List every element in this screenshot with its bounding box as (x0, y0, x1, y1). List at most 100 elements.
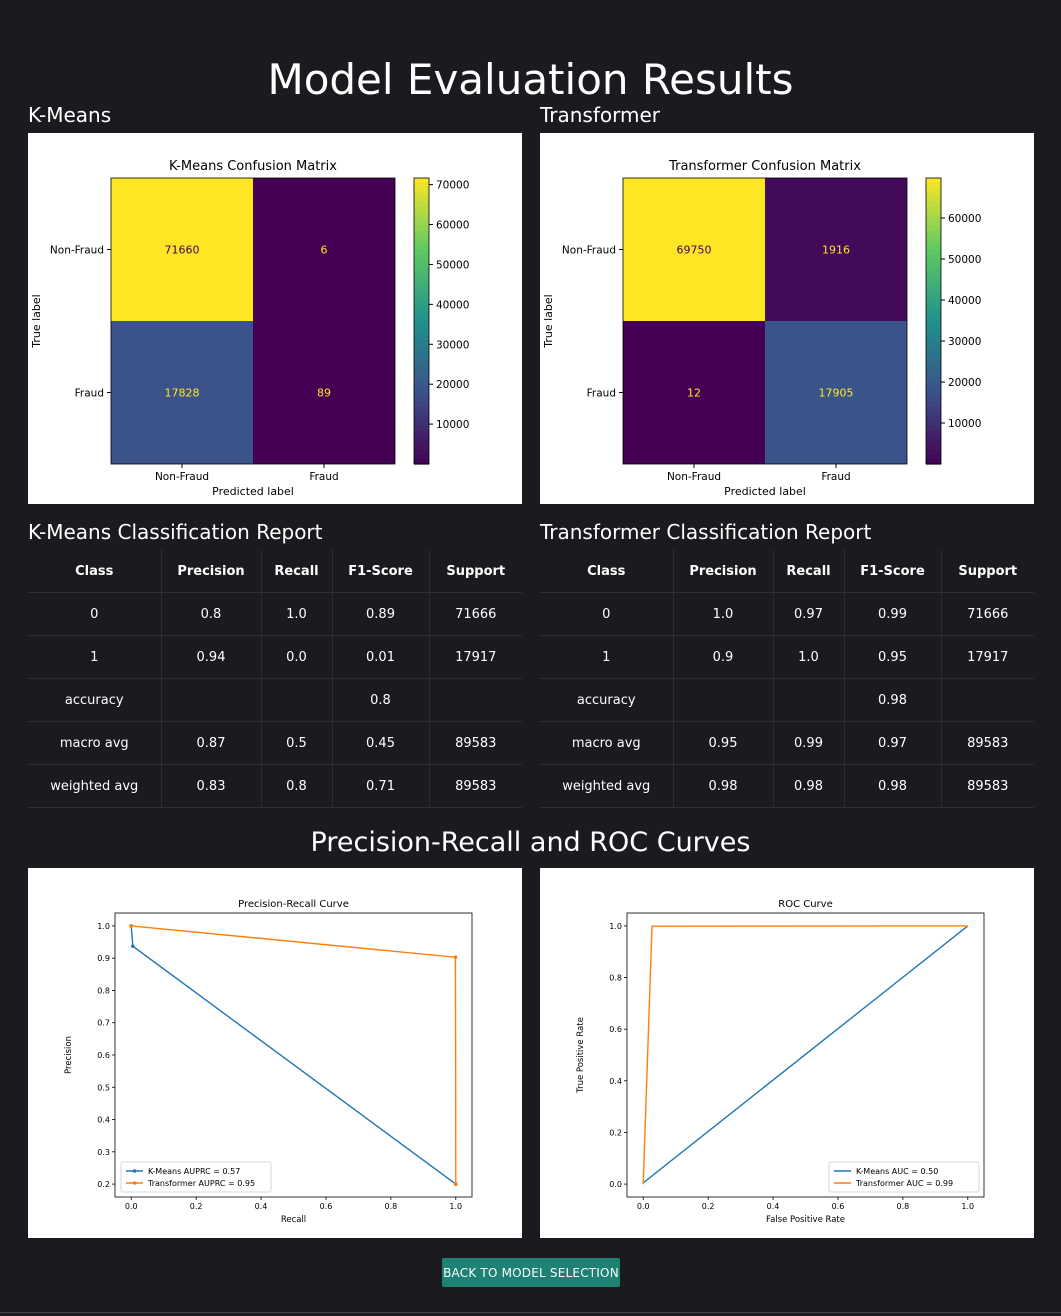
colorbar-segment (414, 430, 429, 436)
kmeans-confusion-matrix-panel: K-Means Confusion Matrix 71660 6 17828 89 Non… (28, 133, 522, 504)
table-cell: 0.9 (672, 635, 773, 679)
x-tick-label: 0.2 (702, 1202, 715, 1211)
table-cell: 0.95 (843, 635, 941, 679)
chart-title: Transformer Confusion Matrix (668, 159, 861, 174)
table-cell: 1 (540, 635, 673, 679)
table-cell: 0.01 (331, 635, 429, 679)
kmeans-curve (130, 925, 457, 1185)
colorbar-segment (926, 430, 941, 436)
x-tick-label: Fraud (821, 471, 850, 483)
colorbar-tick-label: 60000 (436, 220, 469, 232)
column-header-precision: Precision (160, 550, 261, 593)
colorbar-segment (414, 230, 429, 236)
table-cell: 0.8 (160, 592, 261, 636)
y-tick-label: 0.3 (97, 1148, 110, 1157)
colorbar-segment (926, 178, 941, 184)
colorbar-tick-label: 30000 (436, 339, 469, 351)
table-cell: 0.97 (772, 592, 844, 636)
table-cell: 89583 (940, 721, 1034, 765)
legend-label: K-Means AUPRC = 0.57 (148, 1167, 240, 1176)
table-row: 1 0.9 1.0 0.95 17917 (540, 635, 1034, 679)
table-cell: accuracy (540, 678, 673, 722)
colorbar-segment (926, 378, 941, 384)
table-cell: accuracy (28, 678, 161, 722)
roc-chart: ROC Curve 0.0 0.2 0.4 0.6 0.8 1.0 0.0 0.2 0.4 0.6 0… (576, 899, 985, 1225)
colorbar-segment (414, 273, 429, 279)
colorbar-frame (413, 177, 430, 465)
y-axis-label: True label (30, 294, 43, 348)
x-tick-label: 0.4 (255, 1202, 268, 1211)
colorbar-tick-label: 20000 (436, 379, 469, 391)
cell-value-label: 71660 (165, 244, 200, 257)
colorbar-segment (926, 449, 941, 456)
table-cell: 1.0 (672, 592, 773, 636)
matrix-cell (765, 178, 907, 321)
colorbar-segment (414, 373, 429, 379)
table-row: accuracy 0.8 (28, 678, 522, 722)
colorbar-segment (414, 325, 429, 332)
y-tick-label: 0.4 (97, 1116, 110, 1125)
x-tick-label: 0.4 (767, 1202, 780, 1211)
colorbar-segment (414, 201, 429, 208)
colorbar-segment (926, 387, 941, 394)
matrix-cell (111, 178, 253, 321)
cell-value-label: 6 (321, 244, 328, 257)
x-axis-label: False Positive Rate (766, 1215, 845, 1225)
colorbar-segment (926, 406, 941, 413)
colorbar-segment (414, 278, 429, 284)
back-to-model-selection-button[interactable]: BACK TO MODEL SELECTION (442, 1258, 620, 1287)
column-header-support: Support (940, 550, 1034, 593)
table-cell: weighted avg (28, 764, 161, 808)
x-axis-label: Recall (281, 1215, 306, 1225)
colorbar-segment (926, 230, 941, 236)
matrix-cell (623, 178, 765, 321)
colorbar-segment (414, 297, 429, 303)
column-header-precision: Precision (672, 550, 773, 593)
kmeans-classification-report-table: Class Precision Recall F1-Score Support 0 0.8… (28, 550, 522, 808)
colorbar-segment (414, 406, 429, 413)
x-tick-label: Non-Fraud (667, 471, 721, 483)
column-header-recall: Recall (772, 550, 844, 593)
transformer-report-heading: Transformer Classification Report (540, 520, 872, 544)
colorbar-segment (926, 311, 941, 317)
table-cell: 0.0 (260, 635, 332, 679)
colorbar-segment (926, 216, 941, 222)
colorbar-segment (414, 254, 429, 260)
table-cell: 0.95 (672, 721, 773, 765)
kmeans-heading: K-Means (28, 103, 112, 127)
x-tick-label: 0.6 (320, 1202, 333, 1211)
colorbar-segment (926, 325, 941, 332)
colorbar-segment (414, 268, 429, 274)
colorbar-segment (414, 259, 429, 265)
colorbar-segment (414, 454, 429, 460)
x-tick-label: Non-Fraud (155, 471, 209, 483)
y-tick-label: 0.2 (97, 1180, 110, 1189)
matrix-cell (253, 321, 395, 464)
colorbar-frame (925, 177, 942, 465)
y-tick-label: 0.5 (97, 1083, 110, 1092)
transformer-curve (131, 925, 457, 1185)
colorbar-segment (926, 254, 941, 260)
table-cell: 0.94 (160, 635, 261, 679)
table-cell: 1.0 (772, 635, 844, 679)
table-cell (672, 678, 773, 722)
colorbar-segment (414, 335, 429, 341)
colorbar-segment (926, 354, 941, 360)
matrix-frame (622, 177, 908, 465)
colorbar-segment (414, 444, 429, 451)
curves-heading: Precision-Recall and ROC Curves (310, 827, 751, 858)
colorbar-segment (414, 421, 429, 427)
table-cell: 0 (28, 592, 161, 636)
cell-value-label: 12 (687, 387, 701, 400)
colorbar-segment (414, 239, 429, 246)
table-cell: weighted avg (540, 764, 673, 808)
x-tick-label: 0.8 (896, 1202, 909, 1211)
colorbar-segment (926, 421, 941, 427)
table-cell: 1.0 (260, 592, 332, 636)
colorbar-segment (414, 363, 429, 370)
colorbar-segment (414, 211, 429, 217)
colorbar-segment (414, 206, 429, 212)
cell-value-label: 89 (317, 387, 331, 400)
column-header-f1-score: F1-Score (843, 550, 941, 593)
table-cell: 0.45 (331, 721, 429, 765)
